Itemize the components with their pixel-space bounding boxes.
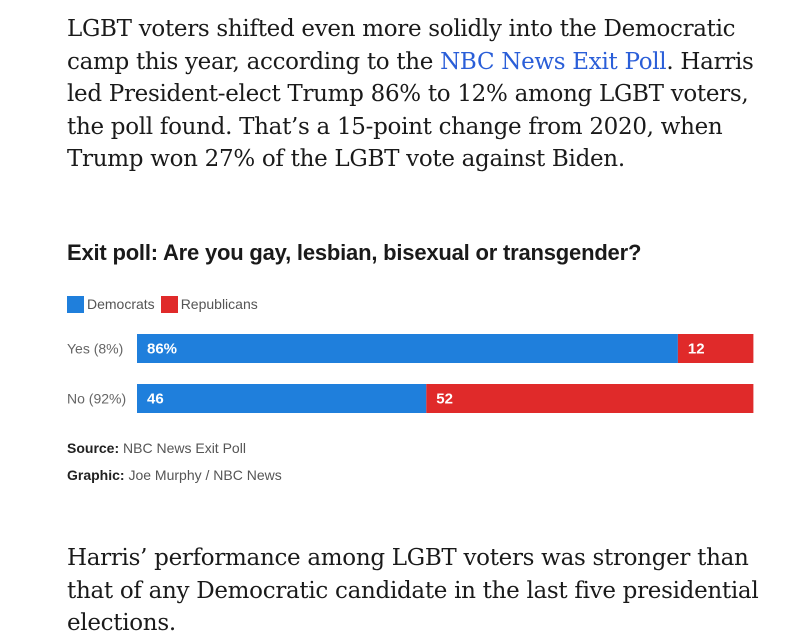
bar-segment-democrats [137, 334, 678, 363]
bar-value-label: 12 [688, 341, 705, 358]
bar-segment-republicans [426, 384, 754, 413]
legend-swatch-democrats [67, 295, 84, 313]
category-label: No (92%) [67, 391, 126, 407]
closing-paragraph: Harris’ performance among LGBT voters wa… [67, 545, 759, 636]
chart-legend: Democrats Republicans [67, 294, 264, 314]
bar-segment-democrats [137, 384, 427, 413]
bar-value-label: 46 [147, 391, 164, 408]
legend-label-republicans: Republicans [180, 296, 258, 312]
bar-value-label: 52 [436, 391, 453, 408]
exit-poll-link[interactable]: NBC News Exit Poll [440, 48, 667, 75]
source-value: NBC News Exit Poll [123, 440, 246, 456]
source-note: Source: NBC News Exit Poll [67, 435, 282, 462]
graphic-value: Joe Murphy / NBC News [128, 467, 282, 483]
graphic-note: Graphic: Joe Murphy / NBC News [67, 462, 282, 489]
chart-title: Exit poll: Are you gay, lesbian, bisexua… [67, 240, 642, 265]
legend-swatch-republicans [160, 295, 178, 313]
bar-value-label: 86% [147, 341, 177, 358]
intro-paragraph: LGBT voters shifted even more solidly in… [67, 13, 772, 176]
legend-item-republicans: Republicans [160, 295, 258, 313]
legend-item-democrats: Democrats [67, 295, 155, 313]
bar-segment-republicans [677, 334, 754, 363]
source-label: Source: [67, 440, 120, 456]
intro-text-end: . Harris led President-elect Trump 86% t… [67, 48, 754, 173]
category-label: Yes (8%) [67, 341, 123, 357]
graphic-label: Graphic: [67, 467, 125, 483]
legend-label-democrats: Democrats [87, 296, 155, 312]
chart-notes: Source: NBC News Exit Poll Graphic: Joe … [67, 435, 282, 489]
intro-text-start: LGBT voters shifted even more solidly in… [67, 16, 736, 75]
